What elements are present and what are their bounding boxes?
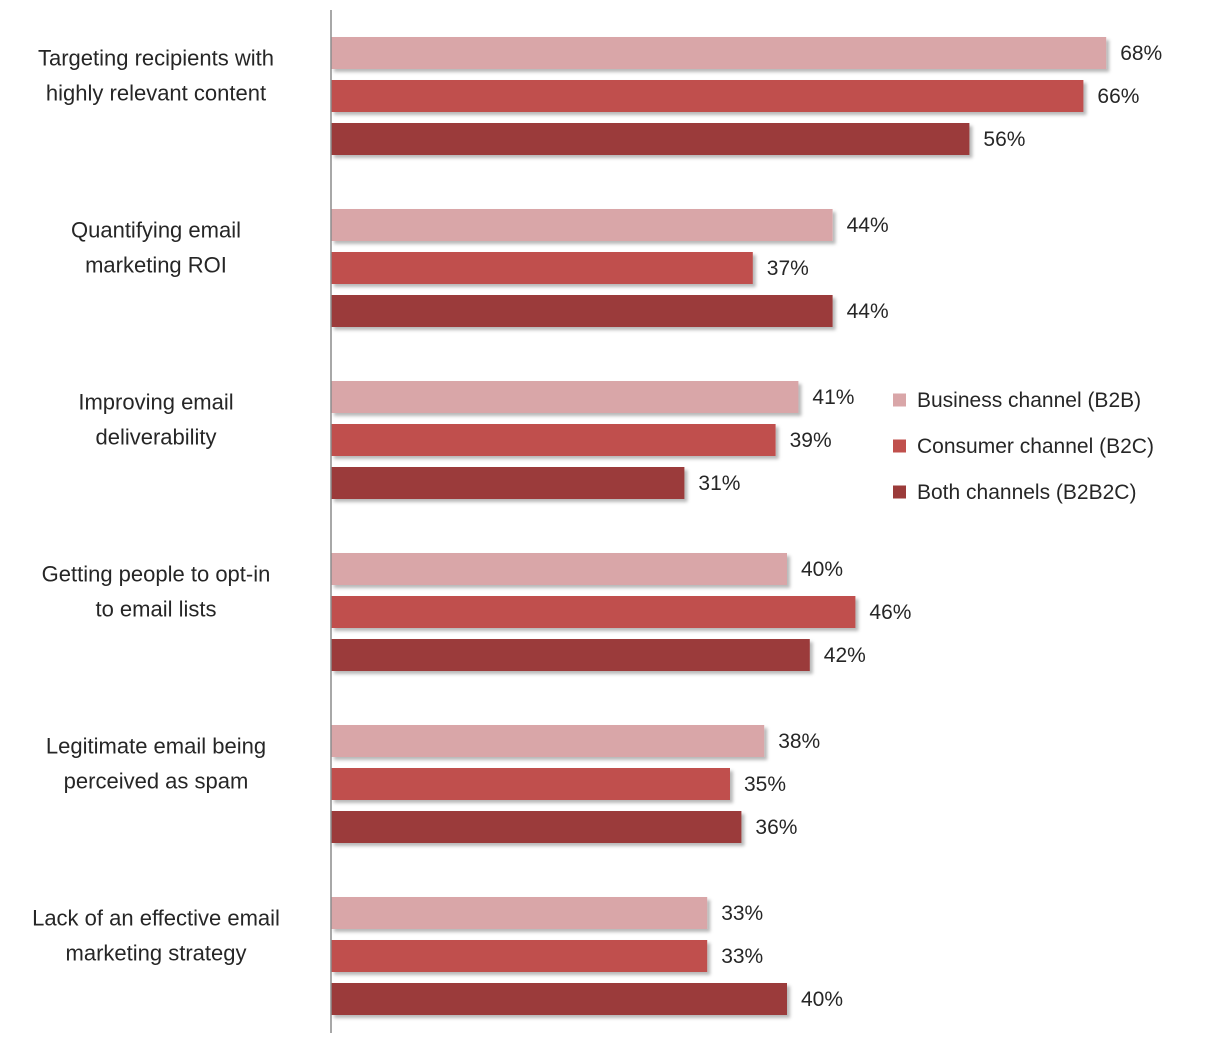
data-label-3-series-3: 31%: [698, 472, 740, 495]
bar-6-series-3: [331, 983, 787, 1015]
category-label-4: Getting people to opt-in to email lists: [42, 562, 271, 622]
category-label-line: Getting people to opt-in: [42, 562, 271, 587]
data-label-5-series-3: 36%: [755, 816, 797, 839]
data-label-4-series-1: 40%: [801, 558, 843, 581]
bar-6-series-1: [331, 897, 708, 929]
bar-5-series-2: [331, 768, 730, 800]
category-label-line: highly relevant content: [46, 81, 266, 106]
category-label-line: marketing ROI: [85, 253, 227, 278]
data-label-5-series-2: 35%: [744, 773, 786, 796]
data-label-1-series-1: 68%: [1120, 42, 1162, 65]
labels-layer: 68% 66% 56% Targeting recipients with highly…: [32, 42, 1162, 1011]
bar-2-series-3: [331, 295, 833, 327]
legend: Business channel (B2B) Consumer channel (…: [893, 389, 1154, 504]
data-label-6-series-3: 40%: [801, 988, 843, 1011]
data-label-2-series-2: 37%: [767, 257, 809, 280]
legend-swatch-2: [893, 439, 906, 453]
bar-3-series-3: [331, 467, 685, 499]
category-label-2: Quantifying email marketing ROI: [71, 218, 241, 278]
category-label-line: to email lists: [95, 597, 216, 622]
bar-3-series-1: [331, 381, 799, 413]
category-label-line: Improving email: [78, 390, 233, 415]
category-label-6: Lack of an effective email marketing stra…: [32, 906, 280, 966]
data-label-3-series-2: 39%: [790, 429, 832, 452]
legend-label-2: Consumer channel (B2C): [917, 435, 1154, 458]
legend-swatch-1: [893, 393, 906, 407]
category-label-3: Improving email deliverability: [78, 390, 233, 450]
category-label-line: deliverability: [95, 425, 216, 450]
data-label-6-series-2: 33%: [721, 945, 763, 968]
bar-2-series-2: [331, 252, 753, 284]
bar-2-series-1: [331, 209, 833, 241]
category-label-line: marketing strategy: [66, 941, 247, 966]
category-label-1: Targeting recipients with highly relevant…: [38, 46, 274, 106]
data-label-2-series-3: 44%: [847, 300, 889, 323]
data-label-2-series-1: 44%: [847, 214, 889, 237]
legend-label-3: Both channels (B2B2C): [917, 481, 1136, 504]
category-label-line: Lack of an effective email: [32, 906, 280, 931]
data-label-1-series-2: 66%: [1097, 85, 1139, 108]
bar-5-series-1: [331, 725, 765, 757]
bar-3-series-2: [331, 424, 776, 456]
category-label-5: Legitimate email being perceived as spam: [46, 734, 266, 794]
legend-label-1: Business channel (B2B): [917, 389, 1141, 412]
data-label-4-series-2: 46%: [869, 601, 911, 624]
bar-4-series-1: [331, 553, 787, 585]
bar-6-series-2: [331, 940, 708, 972]
category-label-line: Targeting recipients with: [38, 46, 274, 71]
data-label-3-series-1: 41%: [812, 386, 854, 409]
legend-swatch-3: [893, 485, 906, 499]
category-label-line: Legitimate email being: [46, 734, 266, 759]
bar-1-series-3: [331, 123, 970, 155]
data-label-5-series-1: 38%: [778, 730, 820, 753]
data-label-1-series-3: 56%: [983, 128, 1025, 151]
data-label-6-series-1: 33%: [721, 902, 763, 925]
bar-1-series-2: [331, 80, 1084, 112]
bar-4-series-3: [331, 639, 810, 671]
category-label-line: Quantifying email: [71, 218, 241, 243]
category-label-line: perceived as spam: [64, 769, 249, 794]
bar-1-series-1: [331, 37, 1107, 69]
bar-4-series-2: [331, 596, 856, 628]
data-label-4-series-3: 42%: [824, 644, 866, 667]
bars-layer: [331, 37, 1107, 1015]
bar-5-series-3: [331, 811, 742, 843]
